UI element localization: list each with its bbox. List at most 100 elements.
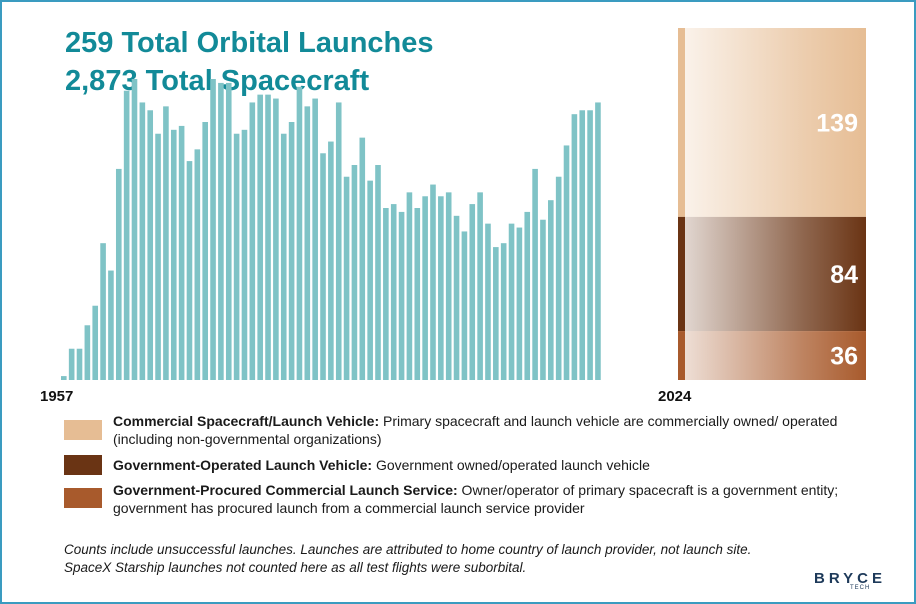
year-bar xyxy=(147,110,154,381)
legend-swatch-government-procured xyxy=(64,488,102,508)
year-bar xyxy=(430,184,436,380)
legend-title-government-operated: Government-Operated Launch Vehicle: xyxy=(113,457,373,473)
stack-label-government-operated: 84 xyxy=(830,261,858,289)
x-tick-end: 2024 xyxy=(658,388,692,405)
year-bar xyxy=(155,133,161,380)
year-bar xyxy=(139,102,146,380)
year-bar xyxy=(123,90,130,380)
year-bar xyxy=(296,86,303,380)
year-bar xyxy=(398,211,405,380)
logo-wordmark: BRYCE xyxy=(814,570,886,587)
year-bar xyxy=(445,192,452,380)
year-bar xyxy=(500,243,507,380)
stack-edge-government-procured xyxy=(678,331,685,380)
stack-label-government-procured: 36 xyxy=(830,343,858,371)
year-bar xyxy=(383,208,389,380)
title-spacecraft: 2,873 Total Spacecraft xyxy=(65,65,370,97)
year-bar xyxy=(115,168,122,380)
logo-subtext: TECH xyxy=(850,585,871,591)
year-bar xyxy=(508,223,515,380)
year-bar xyxy=(210,79,216,380)
year-bar xyxy=(343,176,350,380)
legend-desc-government-procured: Owner/operator of primary spacecraft is … xyxy=(113,482,839,516)
year-bar xyxy=(563,145,570,380)
title-launches: 259 Total Orbital Launches xyxy=(65,27,434,59)
year-bar xyxy=(194,149,201,380)
legend-desc-government-operated: Government owned/operated launch vehicle xyxy=(372,457,650,473)
year-bar xyxy=(163,106,169,381)
stack-edge-commercial xyxy=(678,28,685,217)
footnote-line-2: SpaceX Starship launches not counted her… xyxy=(64,560,527,575)
year-bar xyxy=(249,102,256,380)
year-bar xyxy=(328,141,334,380)
year-bar xyxy=(320,153,326,380)
legend-text-government-procured: Government-Procured Commercial Launch Se… xyxy=(113,481,863,517)
year-bar xyxy=(225,82,232,380)
year-bar xyxy=(61,376,67,380)
year-bar xyxy=(469,204,476,380)
legend-swatch-government-operated xyxy=(64,455,102,475)
year-bar xyxy=(406,192,413,380)
year-bar xyxy=(84,325,91,380)
yearly-bars xyxy=(61,79,601,381)
legend-text-government-operated: Government-Operated Launch Vehicle: Gove… xyxy=(113,456,863,474)
year-bar xyxy=(100,243,106,380)
stacked-breakdown: 139 84 36 xyxy=(678,28,866,380)
year-bar xyxy=(273,98,279,381)
stack-label-commercial: 139 xyxy=(816,109,858,137)
year-bar xyxy=(595,102,601,380)
legend-title-government-procured: Government-Procured Commercial Launch Se… xyxy=(113,482,458,498)
year-bar xyxy=(257,94,263,380)
year-bar xyxy=(453,215,460,380)
stack-edge-government-operated xyxy=(678,216,685,332)
year-bar xyxy=(555,176,562,380)
launch-chart: 139 84 36 xyxy=(61,28,866,381)
year-bar xyxy=(202,122,208,380)
year-bar xyxy=(76,348,83,380)
year-bar xyxy=(461,231,468,380)
year-bar xyxy=(493,247,499,380)
year-bar xyxy=(186,161,193,380)
year-bar xyxy=(524,211,531,380)
footnote: Counts include unsuccessful launches. La… xyxy=(64,541,751,577)
year-bar xyxy=(178,125,185,380)
year-bar xyxy=(367,180,373,380)
year-bar xyxy=(414,208,421,380)
year-bar xyxy=(170,129,177,380)
legend-desc-commercial: Primary spacecraft and launch vehicle ar… xyxy=(113,413,838,447)
year-bar xyxy=(548,200,554,380)
year-bar xyxy=(375,165,381,380)
year-bar xyxy=(68,348,75,380)
year-bar xyxy=(131,79,138,380)
year-bar xyxy=(265,94,271,380)
footnote-line-1: Counts include unsuccessful launches. La… xyxy=(64,542,752,557)
legend-swatch-commercial xyxy=(64,420,102,440)
year-bar xyxy=(218,82,224,380)
year-bar xyxy=(422,196,428,380)
year-bar xyxy=(288,122,295,380)
year-bar xyxy=(532,168,538,380)
year-bar xyxy=(571,114,578,381)
stack-segment-government-operated xyxy=(685,216,866,332)
stack-segment-government-procured xyxy=(685,331,866,380)
year-bar xyxy=(108,270,114,380)
year-bar xyxy=(579,110,586,381)
stack-segment-commercial xyxy=(685,28,866,217)
legend-title-commercial: Commercial Spacecraft/Launch Vehicle: xyxy=(113,413,380,429)
year-bar xyxy=(540,219,546,380)
year-bar xyxy=(335,102,342,380)
x-tick-start: 1957 xyxy=(40,388,74,405)
year-bar xyxy=(92,305,99,380)
year-bar xyxy=(280,133,287,380)
year-bar xyxy=(312,98,318,381)
year-bar xyxy=(390,204,397,380)
legend-text-commercial: Commercial Spacecraft/Launch Vehicle: Pr… xyxy=(113,412,863,448)
bryce-tech-logo: BRYCE TECH xyxy=(814,570,886,591)
year-bar xyxy=(485,223,491,380)
year-bar xyxy=(477,192,483,380)
year-bar xyxy=(516,227,523,380)
year-bar xyxy=(233,133,240,380)
year-bar xyxy=(438,196,444,380)
year-bar xyxy=(351,165,358,380)
